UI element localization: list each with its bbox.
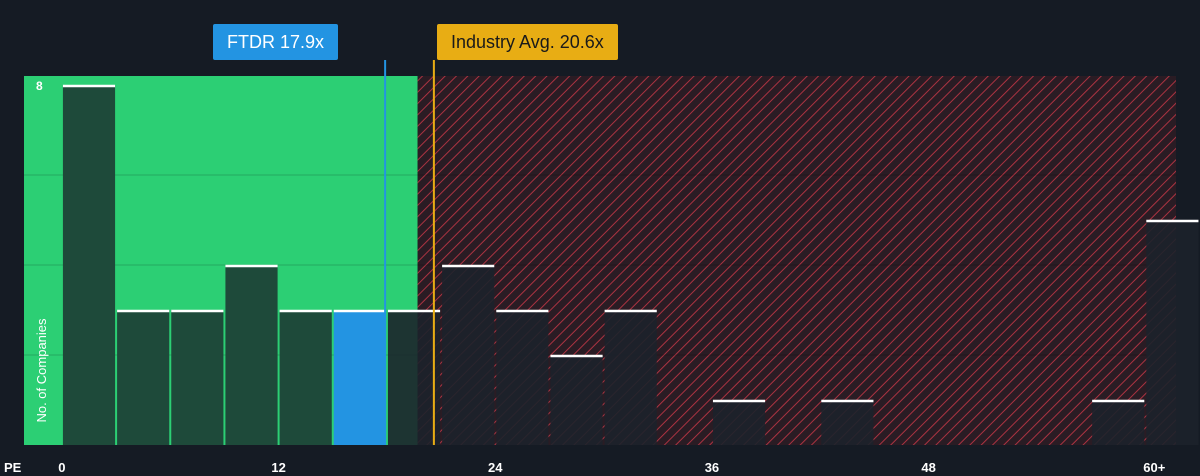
histogram-bar	[387, 310, 441, 445]
histogram-bar	[1092, 400, 1145, 445]
industry-avg-callout: Industry Avg. 20.6x	[437, 24, 618, 60]
x-axis-label: PE	[4, 460, 22, 475]
histogram-bar	[604, 310, 657, 445]
histogram-bar	[333, 310, 386, 445]
x-tick-label: 0	[58, 460, 65, 475]
histogram-bar	[117, 310, 170, 445]
histogram-bar	[821, 400, 874, 445]
histogram-bar	[550, 355, 603, 445]
histogram-bar	[496, 310, 549, 445]
x-tick-label: 24	[488, 460, 503, 475]
y-axis-label: No. of Companies	[34, 318, 49, 423]
histogram-bar	[712, 400, 766, 445]
histogram-bar	[442, 265, 495, 445]
histogram-bar	[279, 310, 332, 445]
histogram-bar	[1146, 220, 1199, 445]
x-tick-label: 36	[705, 460, 719, 475]
x-tick-label: 48	[921, 460, 935, 475]
company-pe-callout: FTDR 17.9x	[213, 24, 339, 60]
histogram-bar	[62, 85, 116, 445]
histogram-bar	[225, 265, 278, 445]
y-tick-label: 8	[36, 79, 43, 93]
x-tick-label: 12	[271, 460, 285, 475]
histogram-bar	[171, 310, 224, 445]
x-tick-label: 60+	[1143, 460, 1165, 475]
